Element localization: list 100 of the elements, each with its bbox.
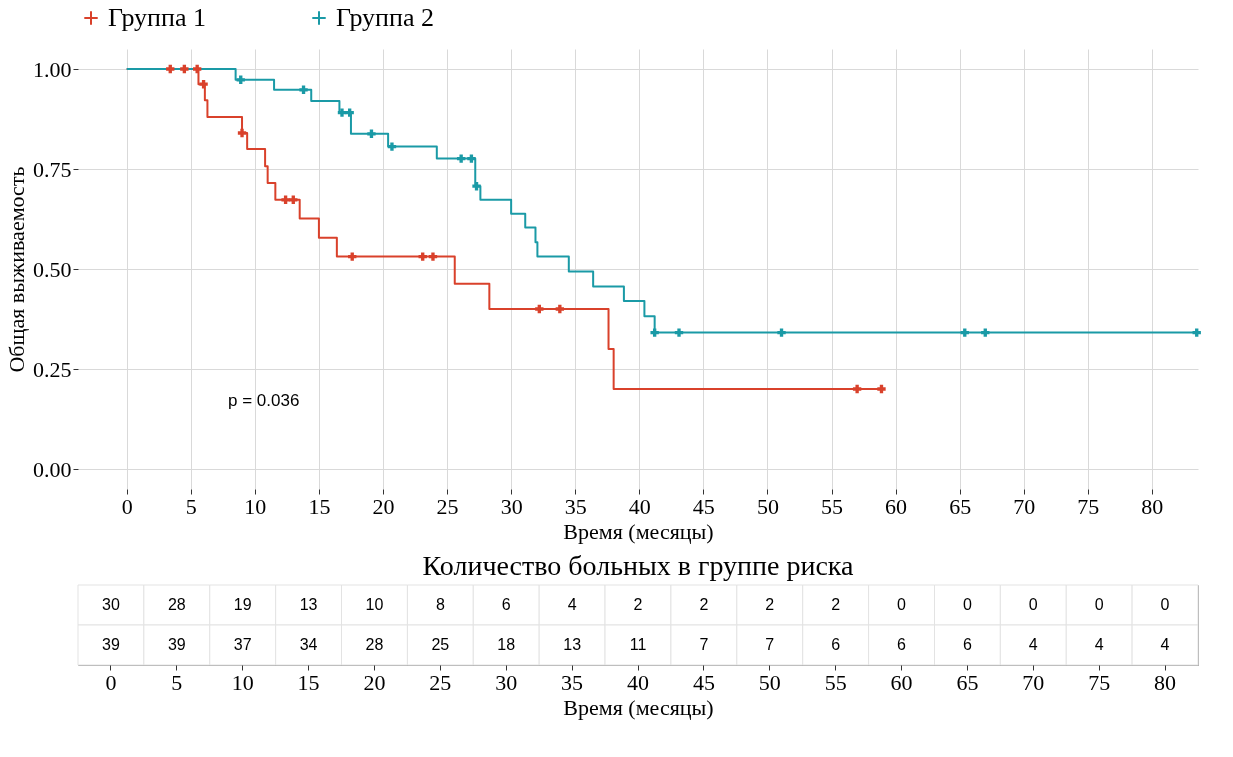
data-label: 4 bbox=[1028, 636, 1038, 653]
point bbox=[418, 252, 427, 261]
point bbox=[674, 328, 684, 337]
point bbox=[852, 384, 862, 394]
y-tick-label: 0.25 bbox=[33, 356, 72, 382]
x-tick-label: 60 bbox=[890, 669, 913, 695]
data-label: 0 bbox=[1094, 596, 1104, 613]
legend-label: Группа 1 bbox=[108, 3, 206, 32]
point bbox=[555, 304, 565, 314]
point bbox=[877, 384, 886, 394]
x-tick-label: 15 bbox=[297, 669, 320, 695]
data-label: 0 bbox=[962, 596, 972, 613]
x-tick-label: 15 bbox=[308, 493, 331, 519]
data-label: 6 bbox=[962, 636, 972, 653]
point bbox=[192, 64, 202, 74]
y-axis-title: Общая выживаемость bbox=[4, 166, 29, 373]
data-label: 19 bbox=[233, 596, 252, 613]
x-tick-label: 35 bbox=[561, 669, 584, 695]
data-label: 6 bbox=[501, 596, 511, 613]
data-label: 18 bbox=[497, 636, 516, 653]
x-tick-label: 80 bbox=[1154, 669, 1177, 695]
data-label: 4 bbox=[567, 596, 577, 613]
point bbox=[428, 252, 438, 261]
x-tick-label: 5 bbox=[171, 669, 183, 695]
point bbox=[299, 85, 308, 94]
y-tick-label: 0.00 bbox=[33, 456, 72, 482]
data-label: 2 bbox=[765, 596, 775, 613]
annotation: p = 0.036 bbox=[228, 391, 300, 410]
x-tick-label: 65 bbox=[949, 493, 972, 519]
x-tick-label: 75 bbox=[1088, 669, 1111, 695]
x-axis-title: Время (месяцы) bbox=[563, 694, 714, 720]
data-label: 7 bbox=[765, 636, 775, 653]
x-tick-label: 60 bbox=[885, 493, 908, 519]
point bbox=[472, 182, 481, 191]
x-tick-label: 80 bbox=[1141, 493, 1164, 519]
x-tick-label: 40 bbox=[627, 669, 649, 695]
data-label: 8 bbox=[435, 596, 445, 613]
x-tick-label: 0 bbox=[121, 493, 133, 519]
data-label: 28 bbox=[365, 636, 384, 653]
chart-title: Количество больных в группе риска bbox=[422, 549, 855, 581]
x-tick-label: 25 bbox=[436, 493, 459, 519]
x-tick-label: 50 bbox=[756, 493, 779, 519]
data-label: 37 bbox=[233, 636, 252, 653]
x-tick-label: 25 bbox=[429, 669, 452, 695]
legend-label: Группа 2 bbox=[336, 3, 434, 32]
data-label: 0 bbox=[1160, 596, 1170, 613]
data-label: 30 bbox=[102, 596, 120, 613]
point bbox=[387, 142, 397, 151]
data-label: 28 bbox=[167, 596, 186, 613]
data-label: 39 bbox=[167, 636, 186, 653]
x-tick-label: 45 bbox=[692, 669, 715, 695]
y-tick-label: 0.50 bbox=[33, 256, 72, 282]
x-tick-label: 5 bbox=[185, 493, 197, 519]
x-tick-label: 10 bbox=[231, 669, 254, 695]
data-label: 13 bbox=[299, 596, 318, 613]
data-label: 0 bbox=[1028, 596, 1038, 613]
point bbox=[650, 328, 659, 337]
data-label: 2 bbox=[699, 596, 709, 613]
x-tick-label: 50 bbox=[758, 669, 781, 695]
x-tick-label: 75 bbox=[1077, 493, 1100, 519]
data-label: 6 bbox=[897, 636, 907, 653]
x-tick-label: 55 bbox=[821, 493, 843, 519]
x-tick-label: 0 bbox=[105, 669, 117, 695]
data-label: 2 bbox=[633, 596, 643, 613]
data-label: 6 bbox=[831, 636, 841, 653]
data-label: 2 bbox=[831, 596, 841, 613]
point bbox=[345, 108, 354, 117]
point bbox=[337, 108, 347, 117]
x-tick-label: 55 bbox=[824, 669, 847, 695]
point bbox=[960, 328, 969, 337]
point bbox=[367, 129, 376, 138]
data-label: 39 bbox=[102, 636, 120, 653]
data-label: 4 bbox=[1094, 636, 1104, 653]
data-label: 7 bbox=[699, 636, 709, 653]
point bbox=[535, 304, 544, 314]
x-tick-label: 70 bbox=[1022, 669, 1045, 695]
x-tick-label: 30 bbox=[500, 493, 523, 519]
data-label: 25 bbox=[431, 636, 450, 653]
point bbox=[777, 328, 786, 337]
point bbox=[180, 64, 189, 74]
data-label: 13 bbox=[563, 636, 582, 653]
point bbox=[166, 64, 175, 74]
data-label: 11 bbox=[629, 636, 647, 653]
point bbox=[237, 128, 247, 138]
data-label: 0 bbox=[897, 596, 907, 613]
point bbox=[981, 328, 990, 337]
x-tick-label: 40 bbox=[628, 493, 651, 519]
point bbox=[199, 80, 208, 89]
y-tick-label: 1.00 bbox=[33, 56, 72, 82]
y-tick-label: 0.75 bbox=[33, 156, 72, 182]
point bbox=[1192, 328, 1201, 337]
x-tick-label: 35 bbox=[564, 493, 587, 519]
x-tick-label: 45 bbox=[692, 493, 715, 519]
data-label: 4 bbox=[1160, 636, 1170, 653]
x-tick-label: 20 bbox=[372, 493, 395, 519]
x-tick-label: 70 bbox=[1013, 493, 1036, 519]
data-label: 10 bbox=[365, 596, 384, 613]
x-tick-label: 65 bbox=[956, 669, 979, 695]
x-tick-label: 30 bbox=[495, 669, 518, 695]
x-tick-label: 10 bbox=[244, 493, 267, 519]
